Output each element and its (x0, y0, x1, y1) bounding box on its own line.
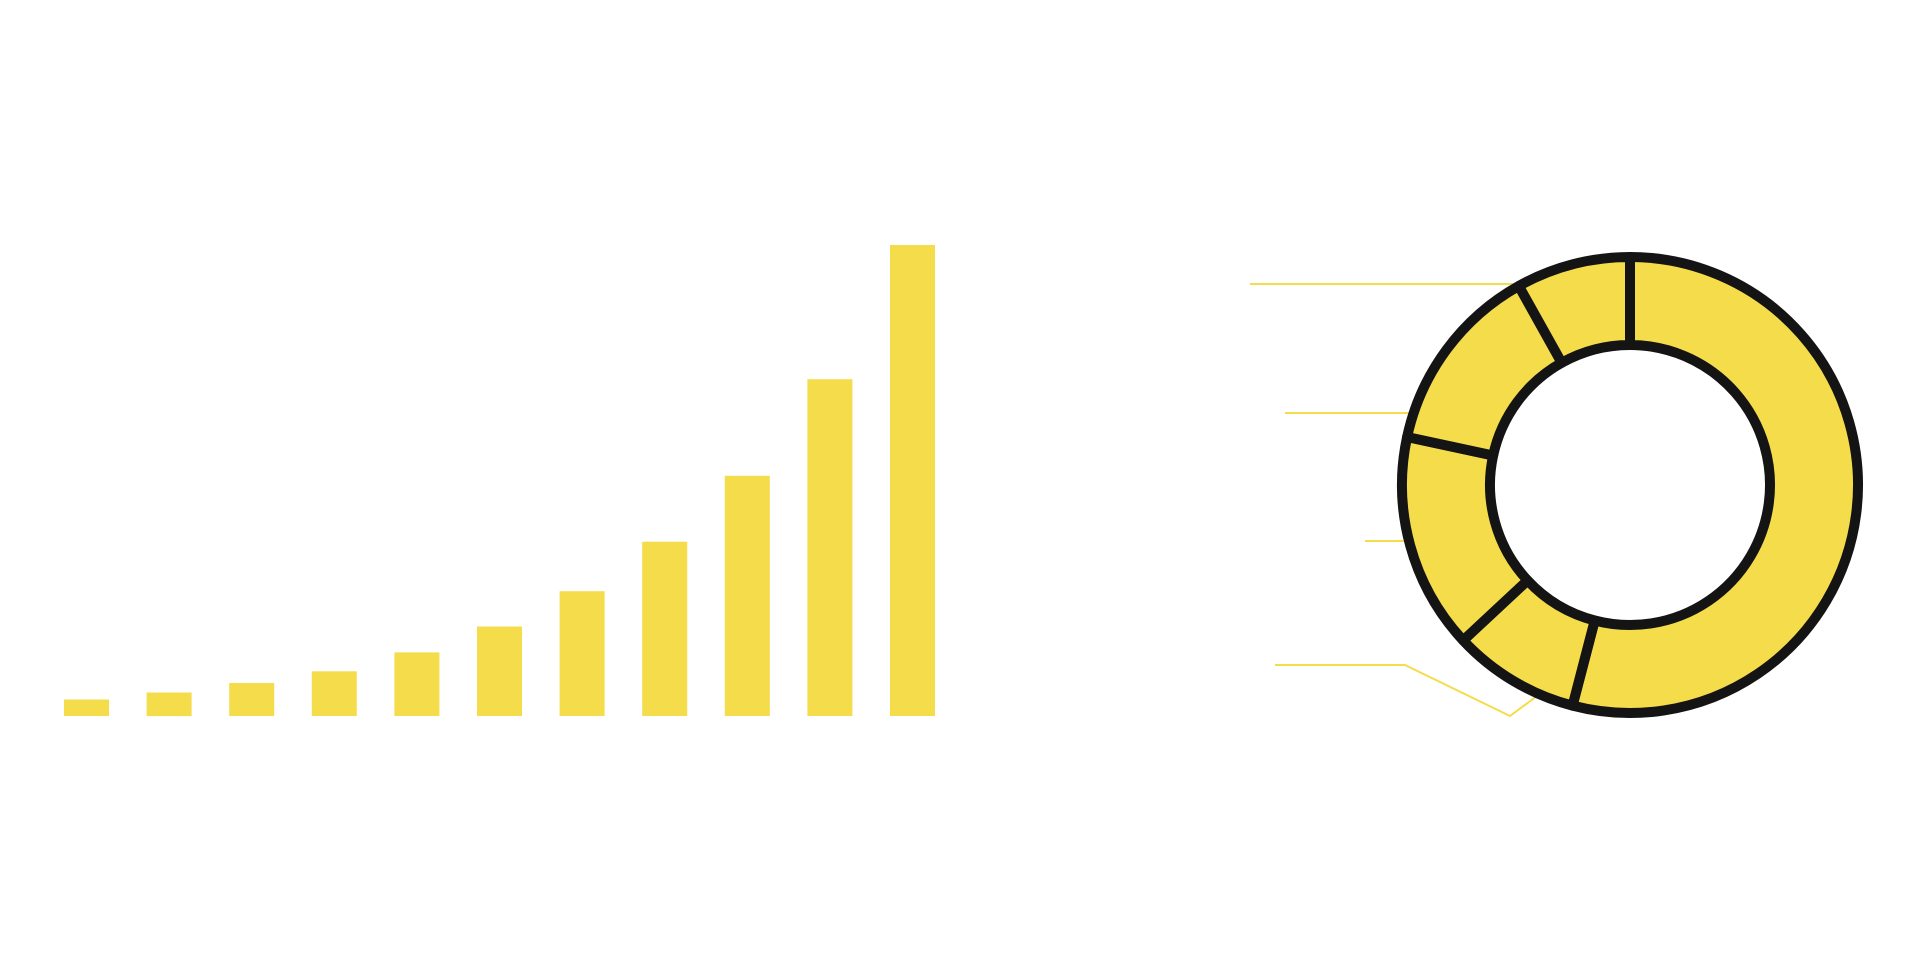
bar-9 (724, 475, 770, 716)
bar-8 (642, 541, 688, 716)
bar-5 (394, 652, 440, 716)
bar-chart (64, 245, 935, 717)
donut-slices (1397, 252, 1863, 718)
bar-2 (146, 692, 192, 717)
bar-1 (64, 699, 109, 716)
bar-11 (890, 245, 935, 716)
bar-3 (229, 683, 275, 716)
donut-chart (1250, 252, 1863, 718)
leader-line-4 (1275, 664, 1546, 718)
bar-4 (311, 671, 357, 716)
bar-series (64, 245, 935, 717)
bar-10 (807, 379, 853, 716)
bar-7 (559, 591, 605, 716)
donut-slice-1 (1567, 252, 1863, 718)
leader-lines (1250, 283, 1546, 718)
donut-slice-5 (1513, 252, 1635, 368)
bar-6 (477, 626, 522, 716)
